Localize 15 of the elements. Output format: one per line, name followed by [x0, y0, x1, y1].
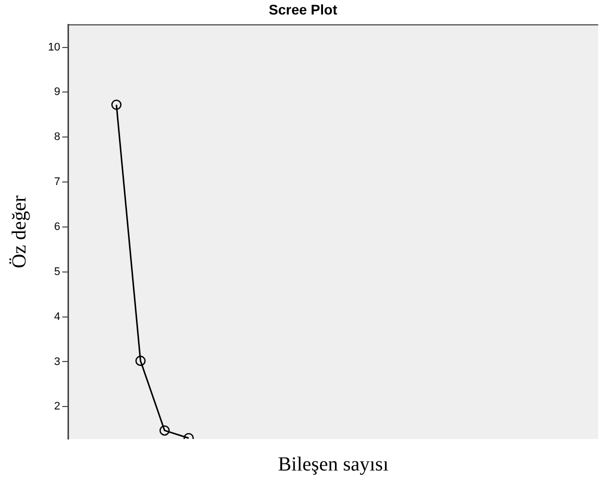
y-tick-label: 5 [54, 266, 60, 278]
point [159, 425, 170, 436]
y-tick-label: 10 [48, 41, 60, 54]
point [111, 100, 122, 110]
point [135, 356, 146, 366]
y-tick-label: 2 [54, 400, 60, 413]
x-axis-title: Bileşen sayısı [278, 453, 389, 476]
y-tick-label: 6 [54, 220, 60, 233]
y-tick-label: 4 [54, 310, 60, 323]
y-tick-label: 7 [54, 176, 60, 188]
y-tick-label: 3 [54, 356, 60, 368]
chart-title: Scree Plot [268, 1, 338, 18]
y-axis-title: Öz değer [8, 195, 30, 268]
y-tick-label: 8 [54, 131, 60, 144]
y-tick-label: 9 [54, 86, 60, 98]
